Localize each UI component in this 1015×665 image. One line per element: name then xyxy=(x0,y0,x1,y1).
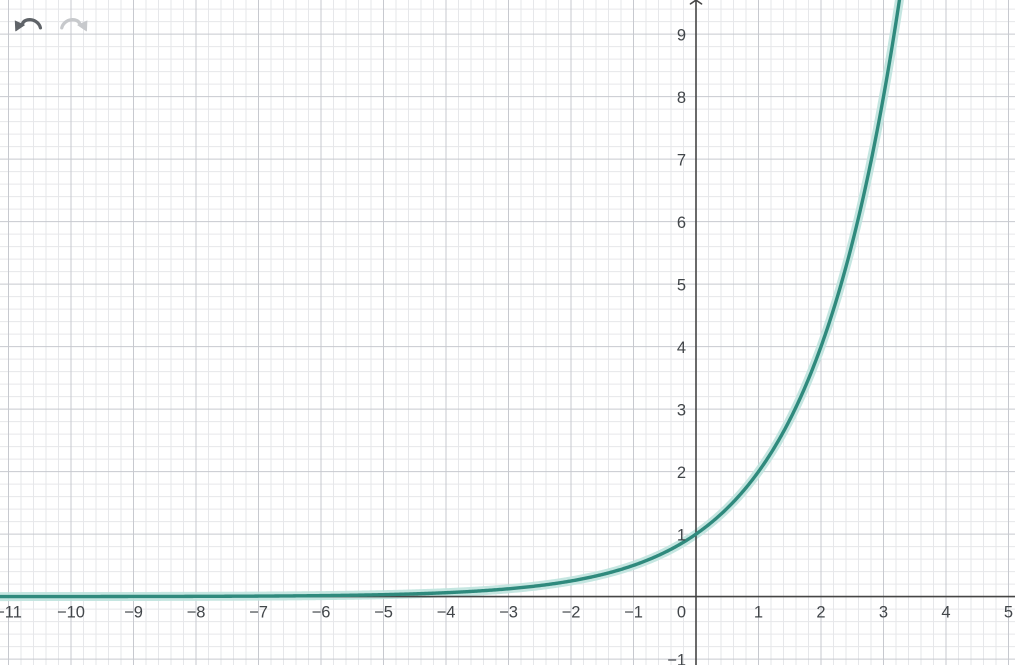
svg-text:−3: −3 xyxy=(499,604,518,622)
svg-text:−8: −8 xyxy=(187,604,206,622)
svg-text:3: 3 xyxy=(879,604,888,622)
svg-text:0: 0 xyxy=(677,604,686,622)
svg-text:−5: −5 xyxy=(374,604,393,622)
svg-text:1: 1 xyxy=(677,527,686,545)
svg-text:1: 1 xyxy=(754,604,763,622)
svg-text:6: 6 xyxy=(677,214,686,232)
svg-text:−9: −9 xyxy=(124,604,143,622)
svg-text:7: 7 xyxy=(677,152,686,170)
svg-text:−7: −7 xyxy=(249,604,268,622)
svg-text:4: 4 xyxy=(677,339,686,357)
svg-text:9: 9 xyxy=(677,27,686,45)
svg-text:2: 2 xyxy=(677,464,686,482)
svg-text:−1: −1 xyxy=(667,652,686,665)
svg-text:8: 8 xyxy=(677,89,686,107)
svg-text:4: 4 xyxy=(941,604,950,622)
svg-text:−6: −6 xyxy=(312,604,331,622)
svg-text:−1: −1 xyxy=(624,604,643,622)
svg-text:−10: −10 xyxy=(57,604,85,622)
svg-text:−4: −4 xyxy=(437,604,456,622)
svg-text:−2: −2 xyxy=(562,604,581,622)
svg-text:3: 3 xyxy=(677,402,686,420)
svg-text:5: 5 xyxy=(1004,604,1013,622)
svg-text:2: 2 xyxy=(816,604,825,622)
svg-text:5: 5 xyxy=(677,277,686,295)
svg-text:−11: −11 xyxy=(0,604,22,622)
